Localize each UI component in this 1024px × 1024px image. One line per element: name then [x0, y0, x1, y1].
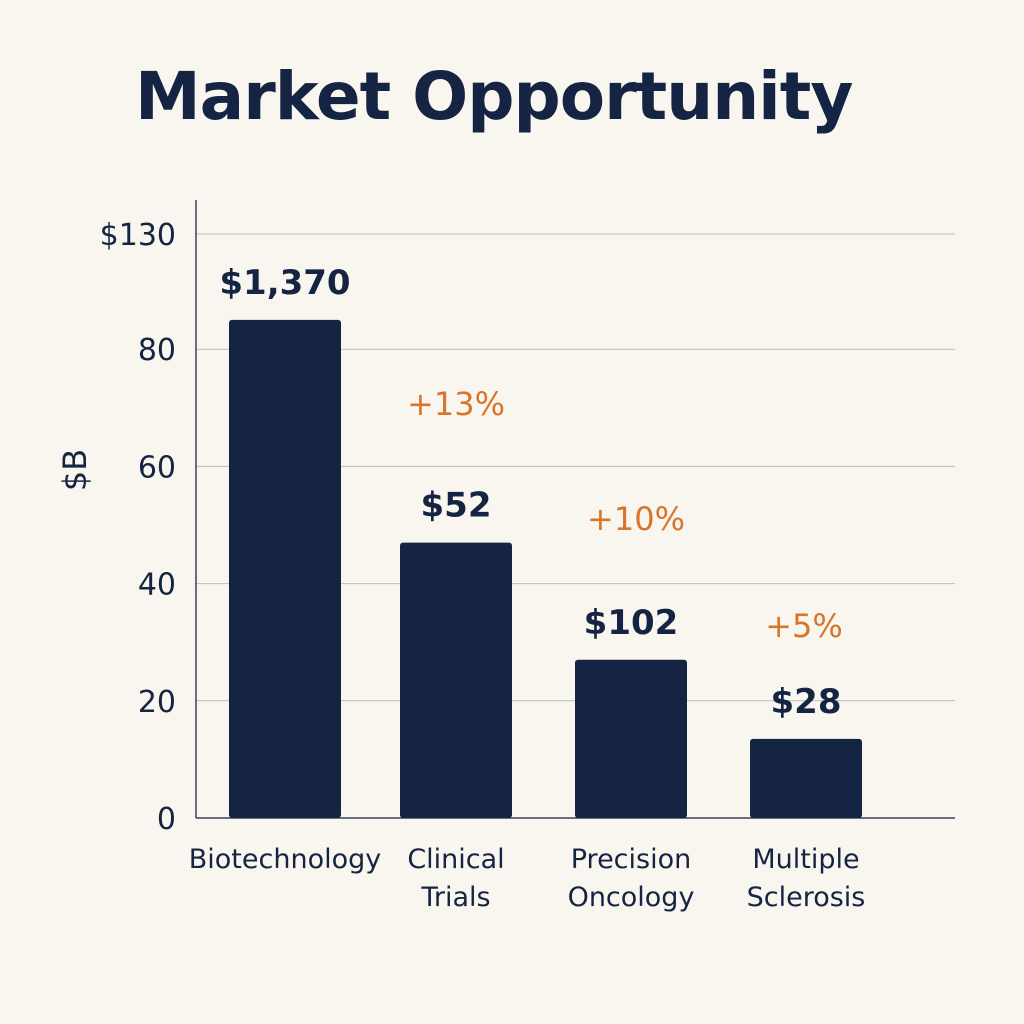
- bar-value-label-1: $52: [421, 486, 492, 526]
- y-tick-label-5: $130: [100, 218, 176, 253]
- labels: 0 20 40 60 80 $130 $B $1,370 Biotechnology $52 Cli…: [56, 218, 865, 913]
- bar-3: [750, 738, 862, 818]
- bar-value-label-0: $1,370: [219, 263, 350, 303]
- y-tick-label-0: 0: [157, 802, 176, 837]
- y-tick-label-2: 40: [138, 568, 176, 603]
- growth-label-1: +10%: [587, 500, 685, 538]
- x-category-label-1: Clinical Trials: [407, 844, 504, 913]
- chart-title: Market Opportunity: [135, 58, 853, 135]
- y-tick-label-3: 60: [138, 450, 176, 485]
- x-category-label-2: Precision Oncology: [568, 844, 695, 913]
- bar-1: [400, 542, 512, 818]
- bars: [229, 319, 862, 818]
- growth-label-2: +5%: [765, 607, 843, 645]
- growth-label-0: +13%: [407, 385, 505, 423]
- y-tick-label-1: 20: [138, 685, 176, 720]
- bar-value-label-2: $102: [584, 603, 679, 643]
- x-category-label-0: Biotechnology: [189, 844, 381, 875]
- bar-value-label-3: $28: [771, 682, 842, 722]
- x-category-label-3: Multiple Sclerosis: [747, 844, 866, 913]
- bar-2: [575, 659, 687, 818]
- bar-0: [229, 319, 341, 818]
- y-axis-label: $B: [56, 449, 94, 491]
- y-tick-label-4: 80: [138, 333, 176, 368]
